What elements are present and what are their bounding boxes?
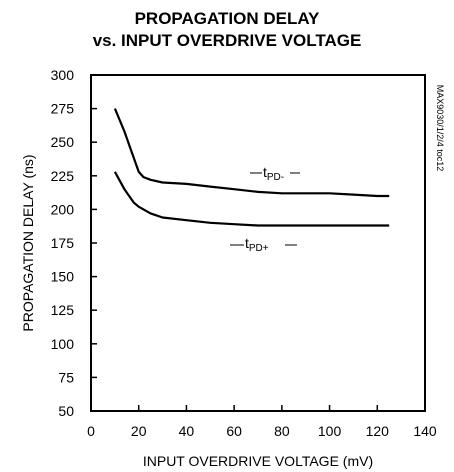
y-tick-label: 200 [51,201,75,217]
y-tick-label: 100 [51,336,75,352]
series-line-1 [113,171,390,227]
x-tick-label: 100 [318,423,342,439]
chart-title: PROPAGATION DELAY vs. INPUT OVERDRIVE VO… [0,8,454,52]
chart-title-line1: PROPAGATION DELAY [134,9,320,28]
x-tick-labels: 0 20 40 60 80 100 120 140 [87,423,437,439]
x-tick-label: 20 [131,423,147,439]
x-tick-label: 60 [226,423,242,439]
x-tick-label: 120 [366,423,390,439]
y-tick-label: 50 [58,403,74,419]
y-tick-label: 75 [58,369,74,385]
x-tick-label: 80 [274,423,290,439]
y-axis-label: PROPAGATION DELAY (ns) [20,154,36,331]
y-tick-label: 175 [51,235,75,251]
y-tick-label: 275 [51,101,75,117]
x-tick-label: 0 [87,423,95,439]
chart-title-line2: vs. INPUT OVERDRIVE VOLTAGE [92,31,362,50]
y-tick-label: 250 [51,134,75,150]
y-tick-label: 300 [51,67,75,83]
side-note: MAX9030/1/2/4 toc12 [435,85,445,172]
x-tick-label: 40 [179,423,195,439]
x-tick-label: 140 [413,423,437,439]
y-tick-label: 150 [51,269,75,285]
series-label-1: tPD+ [245,235,269,254]
x-axis-label: INPUT OVERDRIVE VOLTAGE (mV) [143,453,373,469]
y-tick-label: 125 [51,302,75,318]
y-tick-labels: 50 75 100 125 150 175 200 225 250 275 300 [51,67,75,419]
series-labels: tPD-tPD+ [230,164,300,254]
ticks [91,107,379,411]
series-label-0: tPD- [263,164,284,183]
series-line-0 [113,108,390,198]
y-tick-label: 225 [51,168,75,184]
series-lines [113,108,390,227]
